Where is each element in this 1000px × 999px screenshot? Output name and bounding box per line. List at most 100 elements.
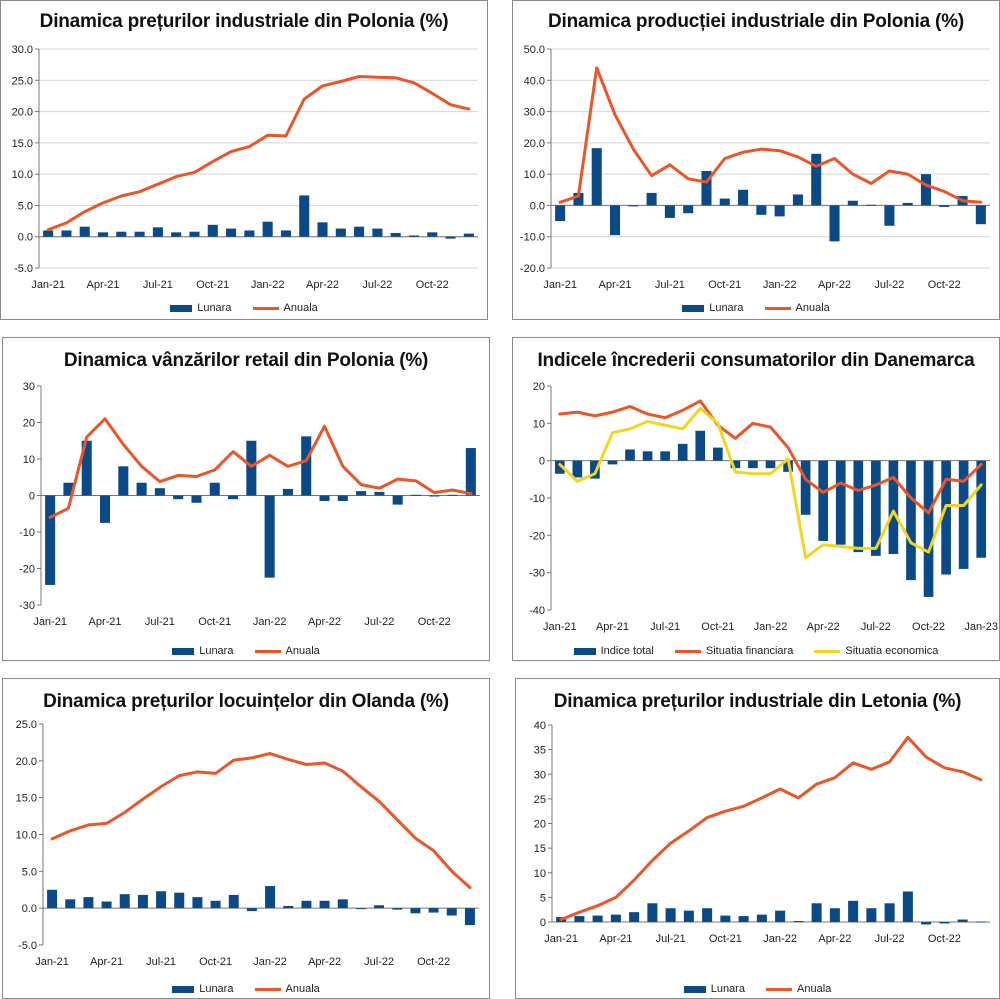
y-tick-label: 5.0 <box>22 866 37 878</box>
bar <box>171 232 182 237</box>
x-tick-label: Oct-22 <box>418 616 451 628</box>
chart-panel-2: Dinamica producției industriale din Polo… <box>512 0 1000 320</box>
x-tick-label: Jul-22 <box>364 616 394 628</box>
bar <box>207 224 218 237</box>
bar <box>134 231 145 237</box>
bar <box>392 495 403 505</box>
legend-label: Situatia financiara <box>705 645 794 658</box>
legend-label: Lunara <box>197 302 232 315</box>
y-tick-label: 0.0 <box>22 903 37 915</box>
legend-item: Anuala <box>766 983 831 995</box>
bar <box>853 460 864 553</box>
bar <box>665 908 676 922</box>
bar <box>642 451 653 461</box>
bar <box>154 488 165 496</box>
bar <box>228 894 239 909</box>
y-tick-label: 25 <box>534 794 546 806</box>
x-tick-label: Oct-21 <box>701 621 734 633</box>
legend-label: Anuala <box>283 302 318 315</box>
bar <box>738 916 749 922</box>
bar <box>374 491 385 496</box>
bar <box>906 460 916 581</box>
bar <box>408 235 420 237</box>
bar <box>119 894 130 909</box>
legend-swatch <box>172 647 195 655</box>
y-tick-label: 25.0 <box>16 719 37 731</box>
legend-swatch <box>766 987 793 991</box>
series-line <box>558 406 983 560</box>
x-tick-label: Apr-22 <box>818 933 851 945</box>
bar <box>555 205 566 222</box>
bar <box>390 232 401 237</box>
y-tick-label: 10.0 <box>524 169 545 181</box>
y-tick-label: 35 <box>534 745 546 757</box>
legend-label: Lunara <box>199 645 234 658</box>
bar <box>835 460 846 545</box>
bar <box>884 903 895 922</box>
bar <box>607 460 618 465</box>
bar <box>226 228 237 237</box>
bar <box>848 900 859 922</box>
x-tick-label: Oct-21 <box>198 616 231 628</box>
bar <box>355 908 366 910</box>
bar <box>573 192 584 206</box>
bar <box>976 460 987 558</box>
chart-panel-5: Dinamica prețurilor locuințelor din Olan… <box>2 678 490 999</box>
bar <box>921 922 932 925</box>
x-tick-label: Oct-21 <box>196 279 229 291</box>
bar <box>47 889 58 909</box>
bar <box>246 440 257 496</box>
bar <box>317 222 328 237</box>
y-tick-label: 30.0 <box>524 107 545 119</box>
x-tick-label: Jul-22 <box>875 933 905 945</box>
x-tick-label: Jul-22 <box>364 956 394 968</box>
bar <box>335 228 346 237</box>
x-tick-label: Apr-21 <box>87 279 120 291</box>
y-tick-label: 10 <box>23 454 35 466</box>
bar <box>137 894 148 909</box>
x-tick-label: Apr-21 <box>599 279 632 291</box>
bar <box>572 460 583 478</box>
y-tick-label: 5 <box>540 892 546 904</box>
bar <box>191 495 202 503</box>
x-tick-label: Apr-21 <box>596 621 629 633</box>
y-tick-label: 10.0 <box>16 830 37 842</box>
bar <box>61 230 72 237</box>
bar <box>646 192 657 206</box>
bar <box>902 891 913 922</box>
bar <box>228 495 239 500</box>
x-tick-label: Oct-22 <box>416 279 449 291</box>
bar <box>189 231 200 237</box>
bar <box>800 460 811 515</box>
bar <box>902 202 913 206</box>
legend-item: Lunara <box>170 302 231 314</box>
bar <box>319 900 330 909</box>
chart-legend: Indice total Situatia financiara Situati… <box>513 645 999 657</box>
bar <box>920 174 932 206</box>
x-tick-label: Apr-22 <box>818 279 851 291</box>
legend-label: Situatia economica <box>845 645 939 658</box>
bar <box>81 440 92 496</box>
chart-panel-6: Dinamica prețurilor industriale din Leto… <box>515 678 1000 999</box>
bar <box>463 233 474 237</box>
y-tick-label: 20 <box>23 418 35 430</box>
legend-swatch <box>683 985 706 993</box>
bar <box>609 205 621 236</box>
x-tick-label: Apr-22 <box>306 279 339 291</box>
bar <box>428 908 439 913</box>
bar <box>301 436 312 496</box>
y-tick-label: -40 <box>529 605 545 617</box>
y-tick-label: 20.0 <box>12 107 33 119</box>
bar <box>775 910 786 922</box>
legend-label: Anuala <box>285 983 320 996</box>
legend-swatch <box>814 649 841 653</box>
bar <box>871 460 881 556</box>
bar <box>372 228 383 237</box>
bar <box>610 914 621 922</box>
y-tick-label: -10 <box>19 527 35 539</box>
bar <box>774 205 785 217</box>
bar <box>392 908 403 910</box>
chart-plot: -5.0 0.0 5.0 10.0 15.0 20.0 25.0 30.0 Jan-21 Apr-… <box>12 44 478 291</box>
bar <box>866 908 877 922</box>
legend-item: Situatia financiara <box>674 645 794 658</box>
